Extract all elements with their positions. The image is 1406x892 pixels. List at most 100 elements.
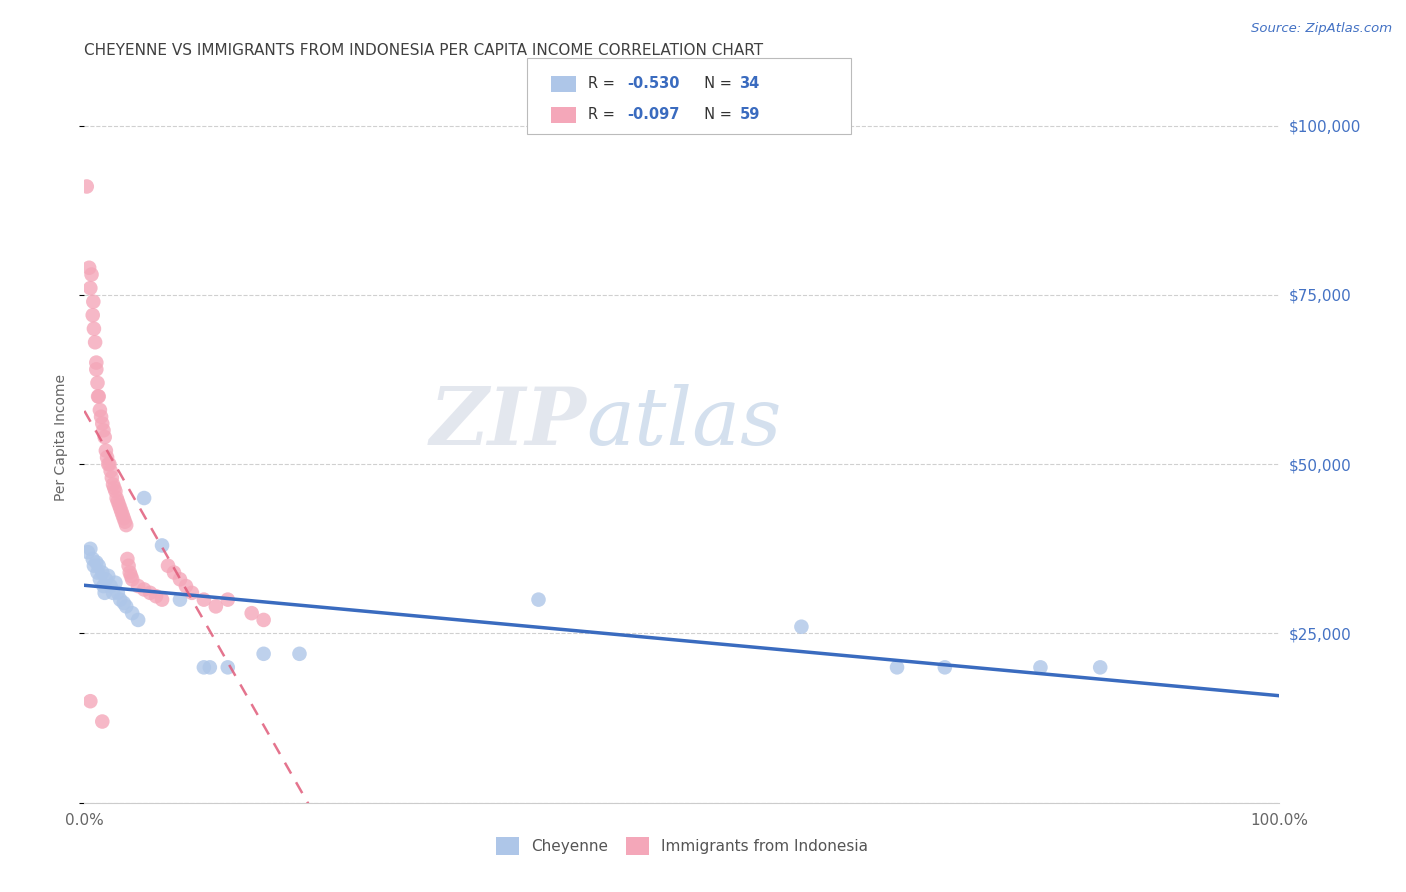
Text: R =: R = xyxy=(588,107,619,122)
Point xyxy=(132,582,156,597)
Point xyxy=(86,566,108,580)
Point xyxy=(94,443,117,458)
Point xyxy=(91,714,114,729)
Point xyxy=(115,518,138,533)
Text: CHEYENNE VS IMMIGRANTS FROM INDONESIA PER CAPITA INCOME CORRELATION CHART: CHEYENNE VS IMMIGRANTS FROM INDONESIA PE… xyxy=(84,43,763,58)
Point xyxy=(117,558,139,573)
Point xyxy=(97,569,120,583)
Point xyxy=(93,423,115,437)
Point xyxy=(87,558,110,573)
Point xyxy=(115,599,138,614)
Point xyxy=(157,558,180,573)
Point xyxy=(79,541,101,556)
Point xyxy=(86,376,108,390)
Point xyxy=(145,589,167,603)
Point xyxy=(118,566,141,580)
Point xyxy=(198,660,221,674)
Point xyxy=(101,586,124,600)
Point xyxy=(93,579,115,593)
Point xyxy=(205,599,228,614)
Point xyxy=(110,592,132,607)
Point xyxy=(76,179,98,194)
Point xyxy=(150,592,173,607)
Point xyxy=(112,511,135,525)
Point xyxy=(90,409,112,424)
Point xyxy=(86,355,108,369)
Text: -0.097: -0.097 xyxy=(627,107,679,122)
Point xyxy=(105,491,128,505)
Point xyxy=(87,389,110,403)
Point xyxy=(91,566,114,580)
Point xyxy=(83,558,105,573)
Point xyxy=(121,572,143,586)
Text: Source: ZipAtlas.com: Source: ZipAtlas.com xyxy=(1251,22,1392,36)
Point xyxy=(527,592,550,607)
Point xyxy=(86,555,108,569)
Point xyxy=(111,508,134,522)
Point xyxy=(91,417,114,431)
Point xyxy=(82,294,104,309)
Point xyxy=(98,457,121,471)
Point xyxy=(101,471,124,485)
Point xyxy=(1090,660,1112,674)
Point xyxy=(108,498,131,512)
Point xyxy=(80,268,103,282)
Point xyxy=(217,592,239,607)
Point xyxy=(132,491,156,505)
Point xyxy=(139,586,162,600)
Point xyxy=(77,260,100,275)
Point xyxy=(93,586,115,600)
Point xyxy=(193,660,215,674)
Point xyxy=(240,606,263,620)
Point xyxy=(150,538,173,552)
Point xyxy=(87,389,110,403)
Point xyxy=(112,596,135,610)
Point xyxy=(89,403,111,417)
Point xyxy=(101,477,124,491)
Y-axis label: Per Capita Income: Per Capita Income xyxy=(53,374,67,500)
Point xyxy=(96,450,118,465)
Point xyxy=(253,613,276,627)
Point xyxy=(82,552,104,566)
Point xyxy=(103,481,125,495)
Point xyxy=(217,660,239,674)
Point xyxy=(110,505,132,519)
Point xyxy=(181,586,204,600)
Point xyxy=(169,572,191,586)
Point xyxy=(120,569,142,583)
Point xyxy=(253,647,276,661)
Point xyxy=(163,566,186,580)
Point xyxy=(89,572,111,586)
Point xyxy=(107,494,129,508)
Point xyxy=(79,694,101,708)
Text: N =: N = xyxy=(695,107,737,122)
Point xyxy=(790,620,813,634)
Point xyxy=(193,592,215,607)
Point xyxy=(93,430,115,444)
Point xyxy=(127,613,149,627)
Point xyxy=(174,579,197,593)
Point xyxy=(100,579,122,593)
Point xyxy=(127,579,149,593)
Point xyxy=(79,281,101,295)
Text: N =: N = xyxy=(695,77,737,91)
Point xyxy=(100,464,122,478)
Text: atlas: atlas xyxy=(586,384,782,461)
Point xyxy=(121,606,143,620)
Legend: Cheyenne, Immigrants from Indonesia: Cheyenne, Immigrants from Indonesia xyxy=(489,831,875,861)
Point xyxy=(107,586,129,600)
Point xyxy=(110,501,132,516)
Text: 59: 59 xyxy=(740,107,759,122)
Text: 34: 34 xyxy=(740,77,759,91)
Point xyxy=(86,362,108,376)
Point xyxy=(97,457,120,471)
Point xyxy=(104,484,127,499)
Point xyxy=(77,545,100,559)
Point xyxy=(886,660,908,674)
Point xyxy=(82,308,104,322)
Point xyxy=(1029,660,1052,674)
Point xyxy=(288,647,311,661)
Point xyxy=(114,515,136,529)
Text: ZIP: ZIP xyxy=(429,384,586,461)
Text: R =: R = xyxy=(588,77,619,91)
